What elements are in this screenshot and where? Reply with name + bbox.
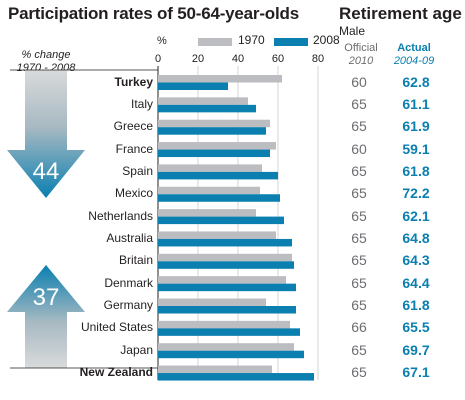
retirement-subtitle: Male [339, 24, 366, 38]
bar-1970-netherlands [158, 209, 256, 217]
country-label: Turkey [114, 74, 153, 89]
legend-swatch-2008 [274, 38, 308, 46]
bar-2008-mexico [158, 194, 280, 202]
actual-age: 65.5 [402, 319, 430, 336]
bar-1970-united-states [158, 320, 290, 329]
country-label: Netherlands [88, 208, 153, 223]
x-tick-label: 40 [231, 53, 245, 65]
up-arrow-icon [7, 265, 85, 368]
country-label: Japan [120, 342, 153, 357]
chart-title: Participation rates of 50-64-year-olds [8, 4, 299, 23]
actual-age: 64.3 [402, 252, 430, 269]
official-age: 65 [351, 185, 367, 202]
bar-2008-united-states [158, 328, 300, 336]
bar-2008-netherlands [158, 216, 284, 225]
x-axis-unit: % [157, 35, 167, 47]
actual-age: 69.7 [402, 341, 430, 358]
actual-label: Actual [397, 42, 431, 54]
retirement-title: Retirement age [339, 4, 462, 23]
bar-2008-denmark [158, 283, 296, 292]
actual-age: 61.9 [402, 118, 430, 135]
country-label: Mexico [114, 186, 153, 201]
bar-1970-italy [158, 97, 248, 105]
official-age: 60 [351, 73, 367, 90]
bar-2008-france [158, 149, 270, 158]
official-age: 65 [351, 252, 367, 269]
x-tick-label: 80 [311, 53, 325, 65]
official-label: Official [344, 42, 378, 54]
country-label: France [115, 141, 153, 156]
bar-2008-japan [158, 350, 304, 359]
official-year: 2010 [348, 55, 374, 67]
bar-2008-italy [158, 104, 256, 113]
bar-1970-france [158, 142, 276, 150]
official-age: 65 [351, 274, 367, 291]
country-label: Italy [130, 96, 153, 111]
official-age: 65 [351, 341, 367, 358]
actual-age: 61.1 [402, 95, 430, 112]
country-label: United States [80, 320, 153, 335]
bar-1970-japan [158, 343, 294, 351]
actual-age: 61.8 [402, 297, 430, 313]
official-age: 60 [351, 140, 367, 157]
official-age: 65 [351, 162, 367, 179]
official-age: 65 [351, 229, 367, 246]
change-caption-line1: % change [21, 49, 71, 61]
x-tick-label: 60 [271, 53, 285, 65]
actual-age: 72.2 [402, 185, 430, 202]
official-age: 65 [351, 118, 367, 135]
bar-2008-greece [158, 127, 266, 135]
bar-1970-denmark [158, 276, 286, 284]
bar-2008-germany [158, 306, 296, 314]
bar-1970-turkey [158, 75, 282, 83]
country-label: New Zealand [79, 365, 153, 380]
actual-age: 67.1 [402, 364, 430, 381]
actual-age: 62.8 [402, 73, 430, 90]
bar-1970-australia [158, 231, 276, 239]
down-arrow-icon [7, 70, 85, 198]
actual-age: 64.4 [402, 274, 430, 291]
official-age: 65 [351, 364, 367, 381]
x-tick-label: 0 [154, 53, 162, 65]
legend-label-1970: 1970 [238, 33, 265, 47]
country-label: Germany [103, 298, 153, 312]
change-up-value: 37 [32, 284, 60, 311]
country-label: Denmark [104, 275, 153, 290]
actual-age: 62.1 [402, 207, 430, 224]
bar-2008-australia [158, 238, 292, 247]
legend-label-2008: 2008 [313, 33, 340, 47]
actual-age: 64.8 [402, 229, 430, 246]
legend-swatch-1970 [198, 38, 232, 46]
official-age: 65 [351, 297, 367, 313]
actual-age: 59.1 [402, 140, 430, 157]
bar-2008-spain [158, 171, 278, 180]
change-down-value: 44 [32, 158, 60, 185]
bar-2008-britain [158, 261, 294, 269]
actual-age: 61.8 [402, 162, 430, 179]
bar-1970-britain [158, 253, 292, 262]
official-column-header: Official 2010 [336, 42, 386, 68]
bar-2008-turkey [158, 82, 228, 90]
official-age: 65 [351, 207, 367, 224]
official-age: 65 [351, 95, 367, 112]
country-label: Spain [122, 163, 153, 178]
bar-1970-germany [158, 298, 266, 306]
bar-1970-spain [158, 164, 262, 172]
bar-2008-new-zealand [158, 373, 314, 381]
bar-1970-greece [158, 119, 270, 128]
official-age: 66 [351, 319, 367, 336]
bar-1970-mexico [158, 186, 260, 195]
actual-year: 2004-09 [393, 55, 435, 67]
x-tick-label: 20 [191, 53, 205, 65]
actual-column-header: Actual 2004-09 [386, 42, 442, 68]
country-label: Britain [118, 253, 153, 268]
country-label: Greece [113, 119, 153, 134]
bar-1970-new-zealand [158, 365, 272, 374]
country-label: Australia [106, 230, 153, 245]
